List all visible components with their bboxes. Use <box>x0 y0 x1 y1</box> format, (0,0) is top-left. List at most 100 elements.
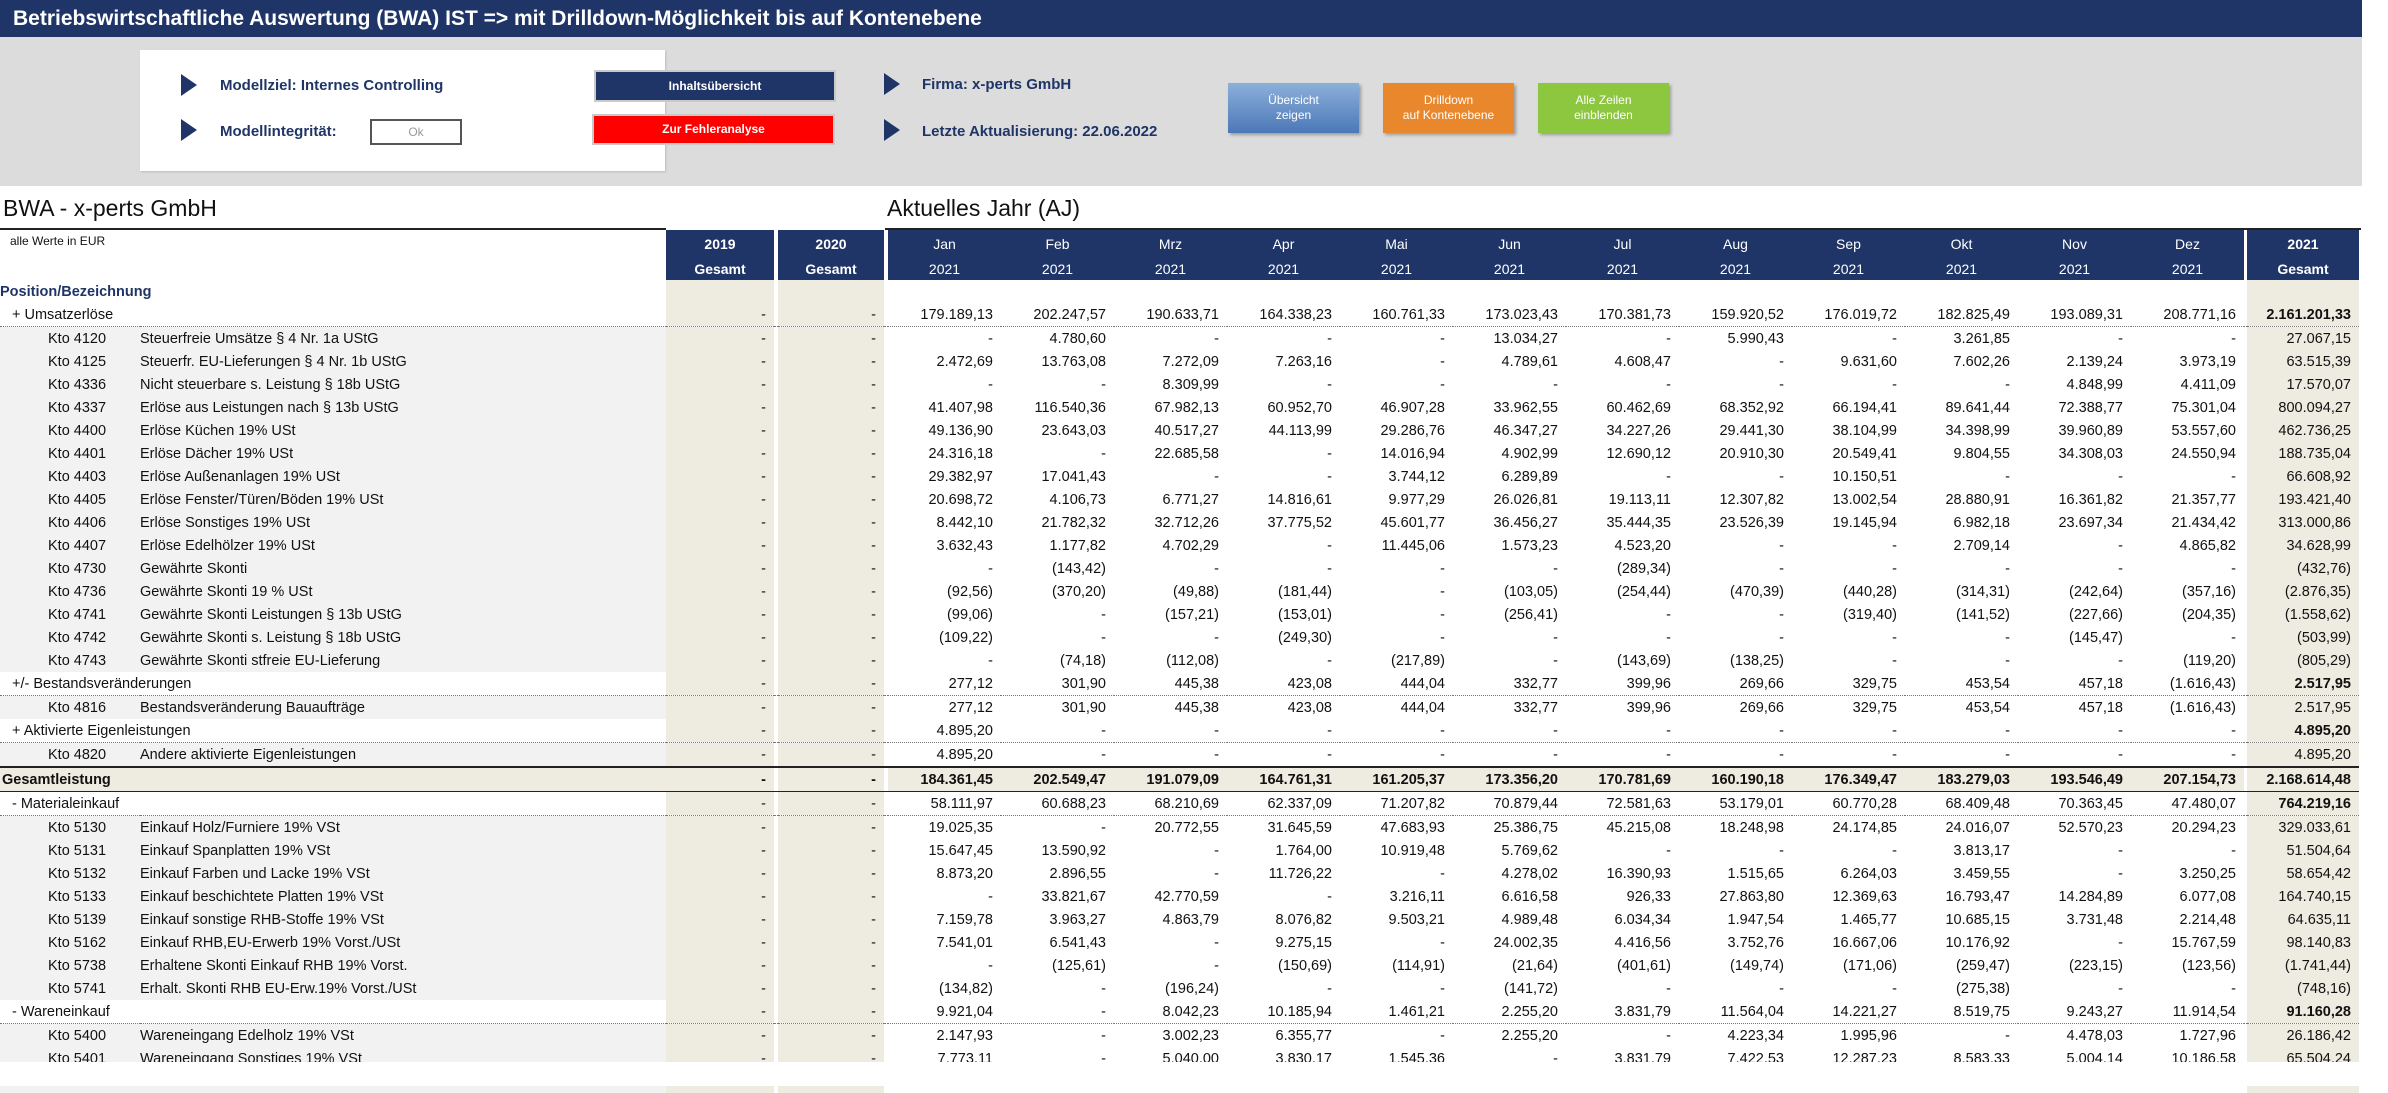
value-cell: 9.243,27 <box>2018 1000 2131 1024</box>
value-cell: - <box>1214 468 1219 485</box>
value-cell: - <box>666 815 774 839</box>
gap <box>2244 791 2247 816</box>
value-cell: - <box>1666 376 1671 393</box>
group-row[interactable]: + Umsatzerlöse - -179.189,13 202.247,57 190.… <box>0 303 2359 327</box>
value-cell: - <box>988 330 993 347</box>
value-cell: 2.147,93 <box>936 1027 993 1044</box>
value-cell: 423,08 <box>1227 672 1340 696</box>
value-cell: 399,96 <box>1566 672 1679 696</box>
value-cell: (470,39) <box>1729 583 1784 600</box>
value-cell: 926,33 <box>1626 888 1671 905</box>
value-cell: 10.150,51 <box>1832 468 1897 485</box>
value-cell: - <box>2005 468 2010 485</box>
value-cell: - <box>778 303 884 327</box>
group-toggle-label[interactable]: + Aktivierte Eigenleistungen <box>0 719 666 743</box>
value-cell: 5.990,43 <box>1727 330 1784 347</box>
value-cell: 2.896,55 <box>1049 865 1106 882</box>
gap <box>774 1047 778 1070</box>
inhaltsuebersicht-button[interactable]: Inhaltsübersicht <box>594 70 836 102</box>
group-toggle-label[interactable]: + Umsatzerlöse <box>0 303 666 327</box>
gap <box>2244 280 2247 303</box>
gap <box>884 557 888 580</box>
value-cell: 66.194,41 <box>1832 399 1897 416</box>
gap <box>774 839 778 862</box>
gap <box>774 350 778 373</box>
account-name: Andere aktivierte Eigenleistungen <box>140 742 666 767</box>
year-total-cell: 64.635,11 <box>2247 908 2359 931</box>
gap <box>774 419 778 442</box>
value-cell: 12.690,12 <box>1606 445 1671 462</box>
group-toggle-label[interactable]: - Wareneinkauf <box>0 1000 666 1024</box>
value-cell: 4.106,73 <box>1049 491 1106 508</box>
drilldown-kontenebene-button[interactable]: Drilldown auf Kontenebene <box>1383 83 1514 133</box>
value-cell: - <box>1101 746 1106 763</box>
gap <box>774 603 778 626</box>
value-cell: - <box>778 649 884 672</box>
gap <box>884 672 888 696</box>
value-cell: 301,90 <box>1061 699 1106 716</box>
triangle-bullet-icon <box>884 119 900 141</box>
value-cell: 2.214,48 <box>2179 911 2236 928</box>
value-cell: - <box>1214 957 1219 974</box>
year-total-cell: 462.736,25 <box>2247 419 2359 442</box>
value-cell: 21.357,77 <box>2171 491 2236 508</box>
group-row[interactable]: - Wareneinkauf - -9.921,04-8.042,23 10.185,… <box>0 1000 2359 1024</box>
value-cell: - <box>1892 629 1897 646</box>
group-toggle-label[interactable]: +/- Bestandsveränderungen <box>0 672 666 696</box>
value-cell: 184.361,45 <box>888 766 1001 792</box>
value-cell: 21.782,32 <box>1041 514 1106 531</box>
value-cell: 11.564,04 <box>1679 1000 1792 1024</box>
value-cell: - <box>666 862 774 885</box>
account-name: Einkauf RHB,EU-Erwerb 19% Vorst./USt <box>140 931 666 954</box>
value-cell: 44.113,99 <box>1268 422 1332 439</box>
value-cell: - <box>1779 537 1784 554</box>
value-cell: (171,06) <box>1842 957 1897 974</box>
gap <box>774 465 778 488</box>
year-total-cell: (1.741,44) <box>2247 954 2359 977</box>
account-name: Einkauf Spanplatten 19% VSt <box>140 839 666 862</box>
value-cell: (319,40) <box>1842 606 1897 623</box>
gap <box>884 791 888 816</box>
year-total-cell: 164.740,15 <box>2247 885 2359 908</box>
value-cell: - <box>666 977 774 1000</box>
value-cell: 193.546,49 <box>2018 766 2131 792</box>
value-cell: 329,75 <box>1852 699 1897 716</box>
value-cell: - <box>2005 560 2010 577</box>
value-cell: - <box>1327 652 1332 669</box>
account-number: Kto 4730 <box>0 557 140 580</box>
account-number: Kto 5738 <box>0 954 140 977</box>
account-row: Kto 4742 Gewährte Skonti s. Leistung § 18… <box>0 626 2359 649</box>
gap <box>2244 303 2247 327</box>
value-cell: - <box>778 350 884 373</box>
value-cell: 453,54 <box>1965 699 2010 716</box>
account-row: Kto 4403 Erlöse Außenanlagen 19% USt - -29.… <box>0 465 2359 488</box>
alle-zeilen-einblenden-button[interactable]: Alle Zeilen einblenden <box>1538 83 1669 133</box>
value-cell: 301,90 <box>1001 672 1114 696</box>
fehleranalyse-button[interactable]: Zur Fehleranalyse <box>592 114 835 145</box>
value-cell: 332,77 <box>1453 672 1566 696</box>
value-cell: - <box>1101 629 1106 646</box>
value-cell: - <box>666 766 774 792</box>
value-cell: - <box>1905 719 2018 743</box>
value-cell: 11.726,22 <box>1268 865 1332 882</box>
account-name: Gewährte Skonti Leistungen § 13b UStG <box>140 603 666 626</box>
value-cell: - <box>666 511 774 534</box>
group-toggle-label[interactable]: - Materialeinkauf <box>0 791 666 816</box>
col-month-year: 2021 <box>1905 257 2018 280</box>
account-number: Kto 4401 <box>0 442 140 465</box>
account-row: Kto 4741 Gewährte Skonti Leistungen § 13b… <box>0 603 2359 626</box>
account-row: Kto 4336 Nicht steuerbare s. Leistung § 1… <box>0 373 2359 396</box>
value-cell: - <box>2231 468 2236 485</box>
col-2021-sub: Gesamt <box>2247 257 2359 280</box>
uebersicht-zeigen-button[interactable]: Übersicht zeigen <box>1228 83 1359 133</box>
group-row[interactable]: +/- Bestandsveränderungen - -277,12 301,90 4… <box>0 672 2359 696</box>
button-line: einblenden <box>1574 108 1633 122</box>
col-month-year: 2021 <box>1001 257 1114 280</box>
group-row[interactable]: + Aktivierte Eigenleistungen - -4.895,20- -… <box>0 719 2359 743</box>
torn-edge <box>0 1062 2388 1086</box>
gap <box>884 257 888 280</box>
value-cell: - <box>1440 583 1445 600</box>
group-row[interactable]: - Materialeinkauf - -58.111,97 60.688,23 68.… <box>0 791 2359 816</box>
value-cell: - <box>666 1023 774 1047</box>
account-row: Kto 5132 Einkauf Farben und Lacke 19% VSt… <box>0 862 2359 885</box>
